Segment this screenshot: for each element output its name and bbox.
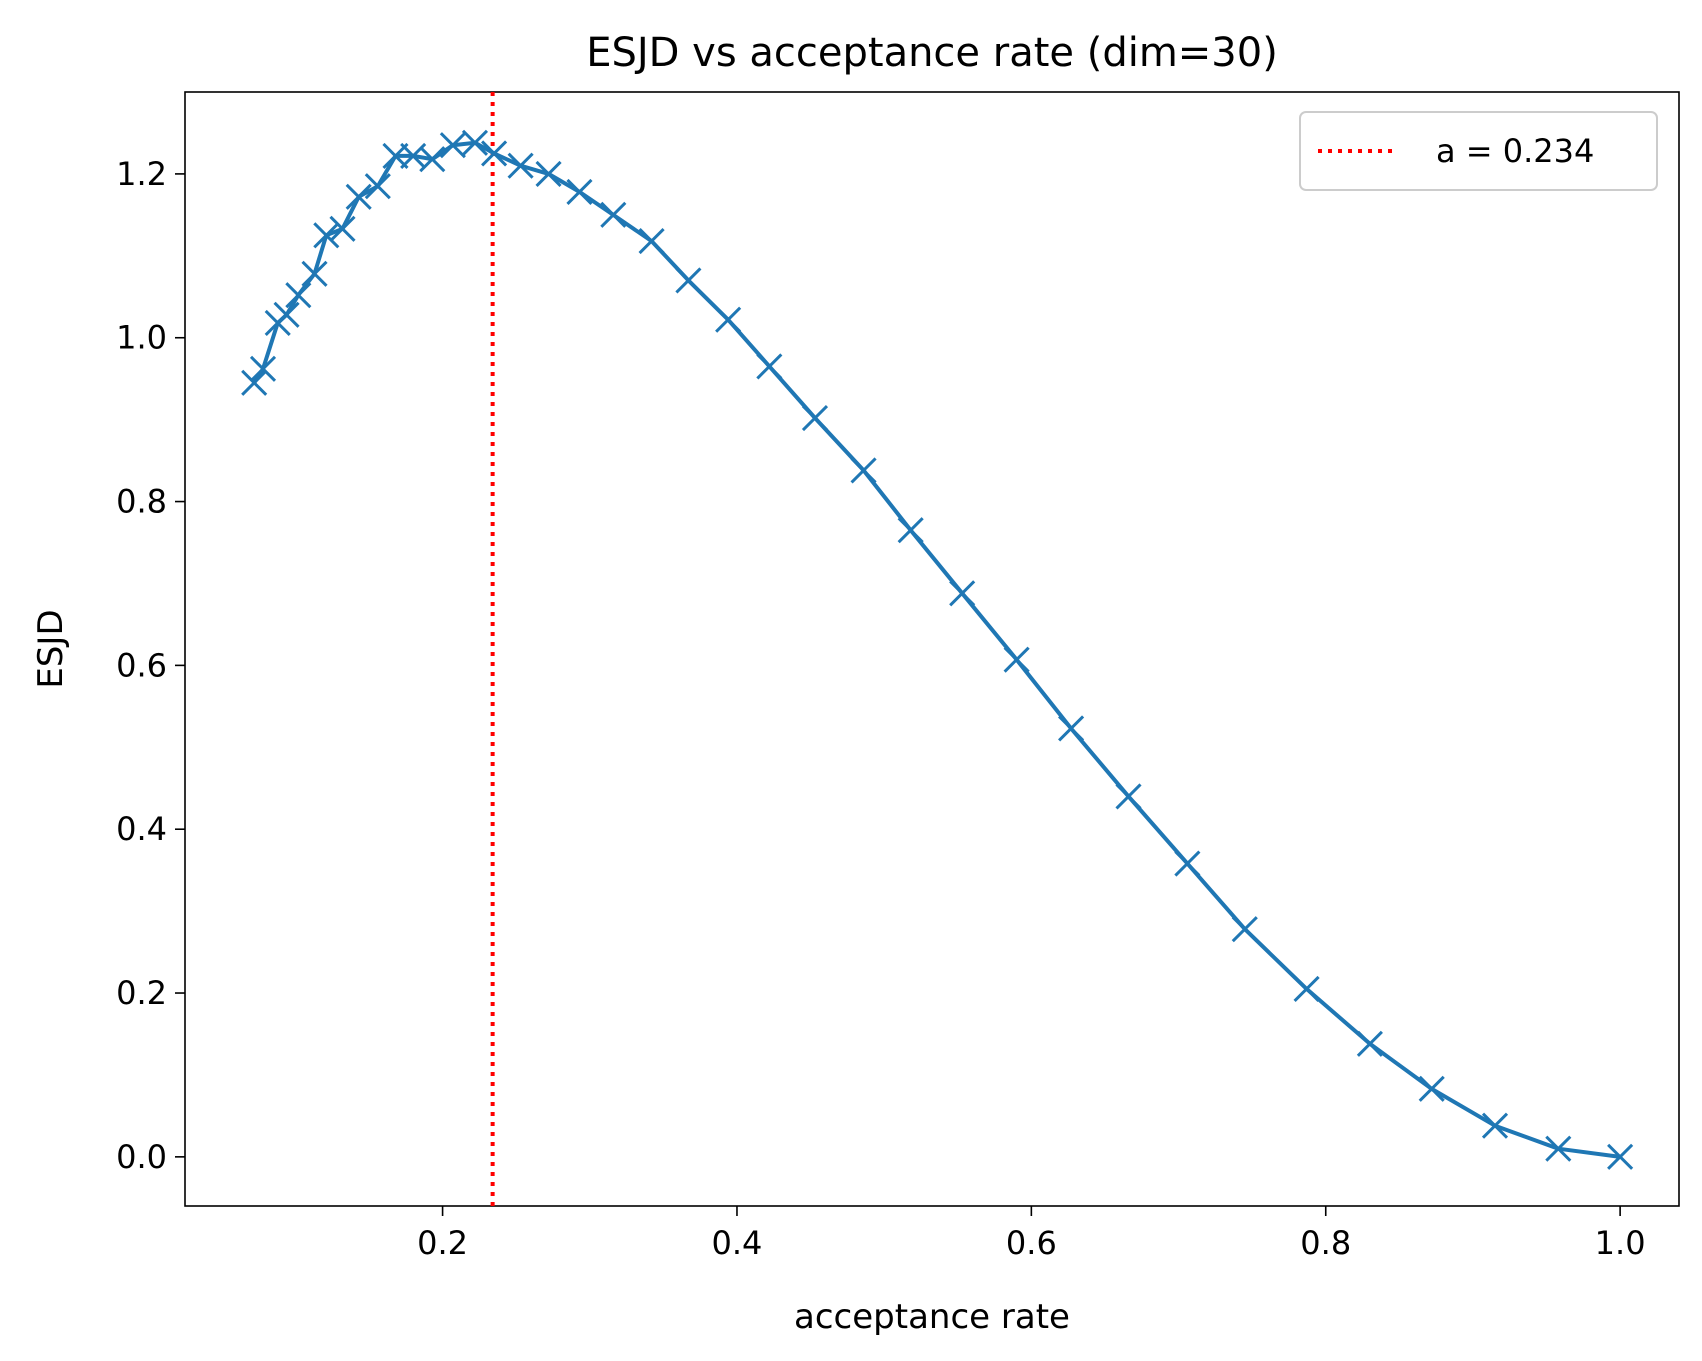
data-point-marker [1003,646,1030,673]
data-point-marker [566,178,593,205]
data-point-marker [285,282,312,309]
x-axis-label: acceptance rate [794,1297,1070,1337]
x-tick-label: 0.8 [1300,1224,1351,1262]
data-point-marker [850,457,877,484]
legend-box [1299,111,1658,191]
data-point-marker [897,517,924,544]
legend-label: a = 0.234 [1436,132,1594,170]
y-tick-label: 1.0 [116,319,167,357]
data-point-marker [507,152,534,179]
y-tick-label: 0.4 [116,810,167,848]
y-axis-label: ESJD [31,609,71,688]
x-tick-label: 1.0 [1595,1224,1646,1262]
data-point-marker [241,369,268,396]
y-tick-label: 0.0 [116,1138,167,1176]
data-point-marker [535,160,562,187]
legend: a = 0.234 [1299,111,1658,191]
y-axis: 0.0 0.2 0.4 0.6 0.8 1.0 1.2 [116,155,185,1176]
data-point-marker [313,222,340,249]
x-tick-label: 0.6 [1006,1224,1057,1262]
x-axis: 0.2 0.4 0.6 0.8 1.0 [417,1206,1646,1262]
plot-area: 0.2 0.4 0.6 0.8 1.0 0.0 0.2 0.4 0.6 0.8 1.0 1.2 [116,91,1680,1262]
data-point-marker [801,404,829,432]
data-point-marker [1115,783,1142,810]
data-point-marker [1481,1112,1509,1139]
data-point-marker [1356,1030,1383,1057]
data-point-marker [1058,715,1085,742]
data-point-marker [1174,850,1201,877]
y-tick-label: 0.2 [116,974,167,1012]
data-point-marker [1545,1135,1572,1162]
data-point-marker [439,132,466,159]
data-point-marker [461,129,489,156]
data-point-marker [1607,1143,1634,1170]
x-tick-label: 0.4 [712,1224,763,1262]
data-point-marker [1418,1075,1445,1102]
data-point-marker [273,301,300,328]
y-tick-label: 0.8 [116,483,167,521]
data-point-marker [1293,975,1320,1002]
plot-frame [184,91,1680,1207]
y-tick-label: 1.2 [116,155,167,193]
data-point-marker [949,580,976,607]
y-tick-label: 0.6 [116,646,167,684]
data-point-marker [600,201,627,228]
data-point-marker [249,355,277,382]
data-point-marker [756,353,783,380]
data-point-marker [715,306,742,333]
data-point-marker [329,215,356,242]
data-point-marker [345,183,372,210]
x-tick-label: 0.2 [417,1224,468,1262]
data-point-marker [364,173,391,200]
data-point-marker [301,260,328,287]
chart-title: ESJD vs acceptance rate (dim=30) [586,30,1278,76]
data-point-marker [675,267,702,294]
series-layer [241,129,1634,1170]
data-point-marker [1231,916,1258,943]
data-point-marker [481,140,508,167]
data-point-marker [638,228,665,255]
data-point-marker [419,146,446,173]
